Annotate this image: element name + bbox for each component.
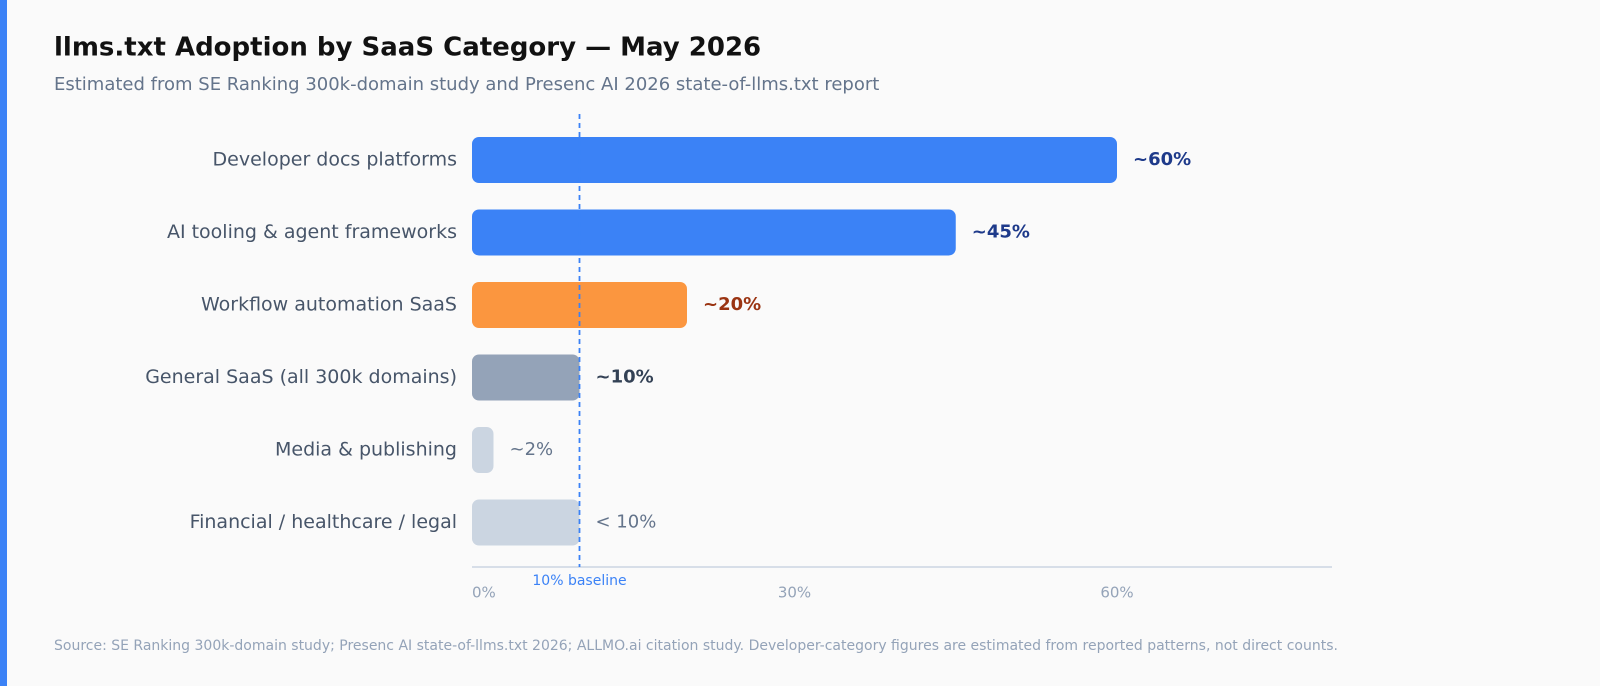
bar bbox=[472, 137, 1117, 183]
bar bbox=[472, 427, 494, 473]
category-label: Media & publishing bbox=[275, 439, 457, 461]
bar bbox=[472, 354, 580, 401]
category-label: Financial / healthcare / legal bbox=[190, 511, 457, 533]
category-label: General SaaS (all 300k domains) bbox=[145, 366, 457, 388]
value-label: ~45% bbox=[972, 222, 1030, 243]
x-tick-label: 0% bbox=[472, 584, 496, 602]
bar bbox=[472, 209, 956, 256]
value-label: ~10% bbox=[596, 367, 654, 388]
value-label: ~2% bbox=[510, 439, 554, 460]
x-tick-label: 30% bbox=[778, 584, 811, 602]
category-label: Developer docs platforms bbox=[213, 149, 457, 171]
accent-stripe bbox=[0, 0, 7, 686]
value-label: < 10% bbox=[596, 512, 657, 533]
category-label: Workflow automation SaaS bbox=[201, 294, 457, 316]
reference-label: 10% baseline bbox=[532, 573, 626, 589]
value-label: ~60% bbox=[1133, 149, 1191, 170]
x-tick-label: 60% bbox=[1100, 584, 1133, 602]
chart-subtitle: Estimated from SE Ranking 300k-domain st… bbox=[54, 74, 879, 95]
source-note: Source: SE Ranking 300k-domain study; Pr… bbox=[54, 638, 1338, 654]
bar bbox=[472, 499, 580, 546]
category-label: AI tooling & agent frameworks bbox=[167, 221, 457, 243]
chart-title: llms.txt Adoption by SaaS Category — May… bbox=[54, 33, 761, 63]
value-label: ~20% bbox=[703, 294, 761, 315]
